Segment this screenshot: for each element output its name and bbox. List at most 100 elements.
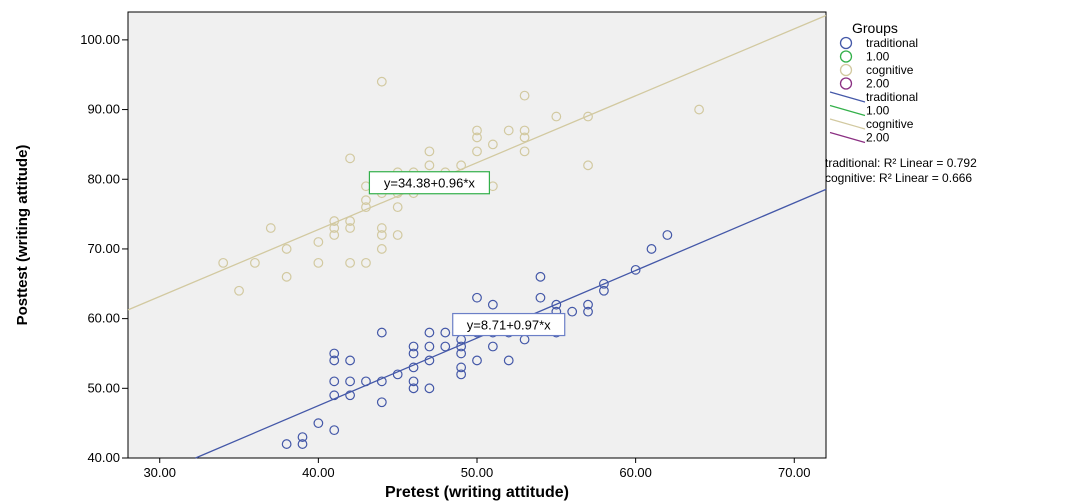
point-traditional <box>313 418 324 429</box>
point-traditional <box>424 327 435 338</box>
point-traditional <box>297 432 308 442</box>
point-cognitive <box>250 257 260 268</box>
point-traditional <box>361 376 371 387</box>
point-cognitive <box>551 111 562 122</box>
point-traditional <box>599 278 609 289</box>
fit-line-cognitive <box>127 14 827 311</box>
legend-marker-2.00 <box>839 77 853 90</box>
point-traditional <box>424 383 435 394</box>
point-cognitive <box>519 125 530 136</box>
point-traditional <box>376 376 387 387</box>
point-cognitive <box>376 223 387 233</box>
point-traditional <box>424 355 435 366</box>
legend-title: Groups <box>852 20 898 36</box>
legend-marker-cognitive <box>839 63 853 77</box>
y-tick-label: 80.00 <box>87 171 120 186</box>
point-cognitive <box>234 285 244 296</box>
point-cognitive <box>329 230 340 240</box>
x-tick-label: 40.00 <box>302 465 335 480</box>
equation-labels: y=8.71+0.97*x y=34.38+0.96*x <box>368 171 566 337</box>
y-axis-label: Posttest (writing attitude) <box>14 145 31 326</box>
y-tick-label: 40.00 <box>87 450 120 465</box>
point-traditional <box>535 292 546 303</box>
legend-line-cognitive <box>829 118 866 130</box>
point-cognitive <box>519 132 530 143</box>
legend-label: 1.00 <box>866 104 890 118</box>
point-traditional <box>376 397 387 408</box>
point-cognitive <box>392 230 403 240</box>
equation-box-traditional <box>452 312 566 337</box>
point-traditional <box>583 299 593 310</box>
point-cognitive <box>281 244 292 254</box>
point-cognitive <box>472 132 482 143</box>
point-traditional <box>503 355 514 366</box>
x-axis: 30.00 40.00 50.00 60.00 70.00 <box>143 458 811 480</box>
point-traditional <box>662 230 673 240</box>
point-traditional <box>408 376 419 387</box>
point-traditional <box>345 376 355 387</box>
point-traditional <box>440 341 451 352</box>
y-tick-label: 100.00 <box>80 32 120 47</box>
point-cognitive <box>218 257 229 268</box>
point-traditional <box>456 362 467 373</box>
equation-label-traditional: y=8.71+0.97*x <box>467 318 551 333</box>
point-cognitive <box>265 223 276 233</box>
legend-label: 1.00 <box>866 50 890 64</box>
point-cognitive <box>694 104 704 115</box>
legend-label: traditional <box>866 36 918 50</box>
point-cognitive <box>313 257 324 268</box>
point-traditional <box>408 341 419 352</box>
point-traditional <box>535 271 546 282</box>
point-cognitive <box>345 153 355 164</box>
point-traditional <box>329 355 340 366</box>
point-traditional <box>392 369 403 380</box>
point-cognitive <box>345 216 355 226</box>
point-cognitive <box>392 202 403 213</box>
y-tick-label: 90.00 <box>87 102 120 117</box>
point-traditional <box>646 244 657 254</box>
point-traditional <box>408 348 419 359</box>
r2-label-traditional: traditional: R² Linear = 0.792 <box>825 156 977 170</box>
y-tick-label: 70.00 <box>87 241 120 256</box>
y-tick-label: 50.00 <box>87 380 120 395</box>
legend-label: cognitive <box>866 117 914 131</box>
point-cognitive <box>424 160 435 171</box>
point-cognitive <box>376 244 387 254</box>
x-tick-label: 60.00 <box>619 465 652 480</box>
equation-box-cognitive <box>368 171 491 195</box>
point-traditional <box>376 327 387 338</box>
point-cognitive <box>376 76 387 87</box>
legend-label: cognitive <box>866 63 914 77</box>
point-traditional <box>599 285 609 296</box>
point-traditional <box>345 390 355 401</box>
point-traditional <box>551 299 562 310</box>
point-cognitive <box>345 223 355 233</box>
point-traditional <box>472 355 482 366</box>
y-tick-label: 60.00 <box>87 311 120 326</box>
legend-line-traditional <box>829 91 866 103</box>
point-traditional <box>456 341 467 352</box>
point-traditional <box>281 439 292 449</box>
point-cognitive <box>329 216 340 226</box>
point-cognitive <box>472 125 482 136</box>
legend-marker-1.00 <box>839 50 853 63</box>
y-axis: 40.00 50.00 60.00 70.00 80.00 90.00 100.00 <box>80 32 128 465</box>
x-tick-label: 50.00 <box>461 465 494 480</box>
point-cognitive <box>345 257 355 268</box>
point-cognitive <box>281 271 292 282</box>
x-tick-label: 70.00 <box>778 465 811 480</box>
point-traditional <box>487 341 498 352</box>
legend-label: traditional <box>866 90 918 104</box>
point-cognitive <box>583 160 593 171</box>
point-traditional <box>424 341 435 352</box>
point-cognitive <box>519 146 530 157</box>
point-traditional <box>329 376 340 387</box>
point-traditional <box>329 390 340 401</box>
point-traditional <box>567 306 578 317</box>
point-cognitive <box>503 125 514 136</box>
point-cognitive <box>456 160 467 171</box>
point-traditional <box>456 369 467 380</box>
plot-area <box>127 11 827 459</box>
point-cognitive <box>487 139 498 150</box>
